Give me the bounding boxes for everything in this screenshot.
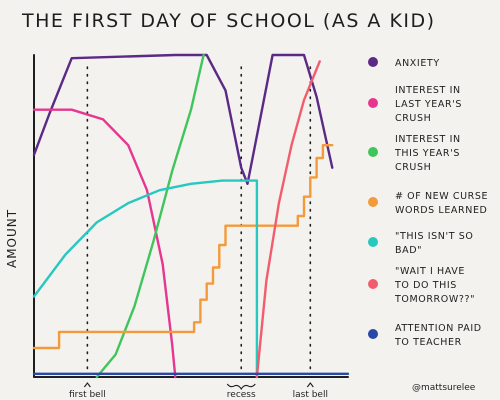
legend-marker-5	[368, 279, 378, 289]
legend-marker-3	[368, 197, 378, 207]
marker-label-0: first bell	[69, 390, 106, 400]
series-line-3	[32, 143, 334, 350]
legend-label-6: ATTENTION PAID TO TEACHER	[394, 323, 482, 348]
series-line-2	[95, 53, 205, 379]
legend-marker-1	[368, 98, 378, 108]
credit-text: @mattsurelee	[412, 383, 476, 393]
marker-label-1: recess	[227, 390, 256, 400]
marker-caret-0	[83, 382, 91, 388]
legend-label-3: # OF NEW CURSE WORDS LEARNED	[395, 191, 488, 216]
legend-label-2: INTEREST IN THIS YEAR'S CRUSH	[394, 134, 461, 173]
marker-label-2: last bell	[293, 390, 328, 400]
legend-marker-4	[368, 237, 378, 247]
legend: ANXIETY INTEREST IN LAST YEAR'S CRUSH INTERE…	[368, 57, 488, 348]
legend-label-4: "THIS ISN'T SO BAD"	[395, 231, 473, 256]
marker-brace-1	[226, 383, 256, 391]
series-line-5	[255, 60, 321, 379]
legend-label-1: INTEREST IN LAST YEAR'S CRUSH	[395, 85, 462, 124]
legend-marker-2	[368, 147, 378, 157]
marker-caret-2	[306, 382, 314, 388]
legend-marker-0	[368, 57, 378, 67]
chart-title: THE FIRST DAY OF SCHOOL (AS A KID)	[21, 10, 436, 32]
legend-label-5: "WAIT I HAVE TO DO THIS TOMORROW??"	[394, 266, 475, 305]
series-line-4	[32, 179, 259, 379]
series-line-0	[32, 53, 334, 186]
legend-label-0: ANXIETY	[395, 58, 440, 69]
plot-area: first bell recess last bell	[32, 53, 350, 400]
y-axis-label: AMOUNT	[5, 209, 19, 268]
series-line-1	[32, 108, 177, 379]
legend-marker-6	[368, 329, 378, 339]
